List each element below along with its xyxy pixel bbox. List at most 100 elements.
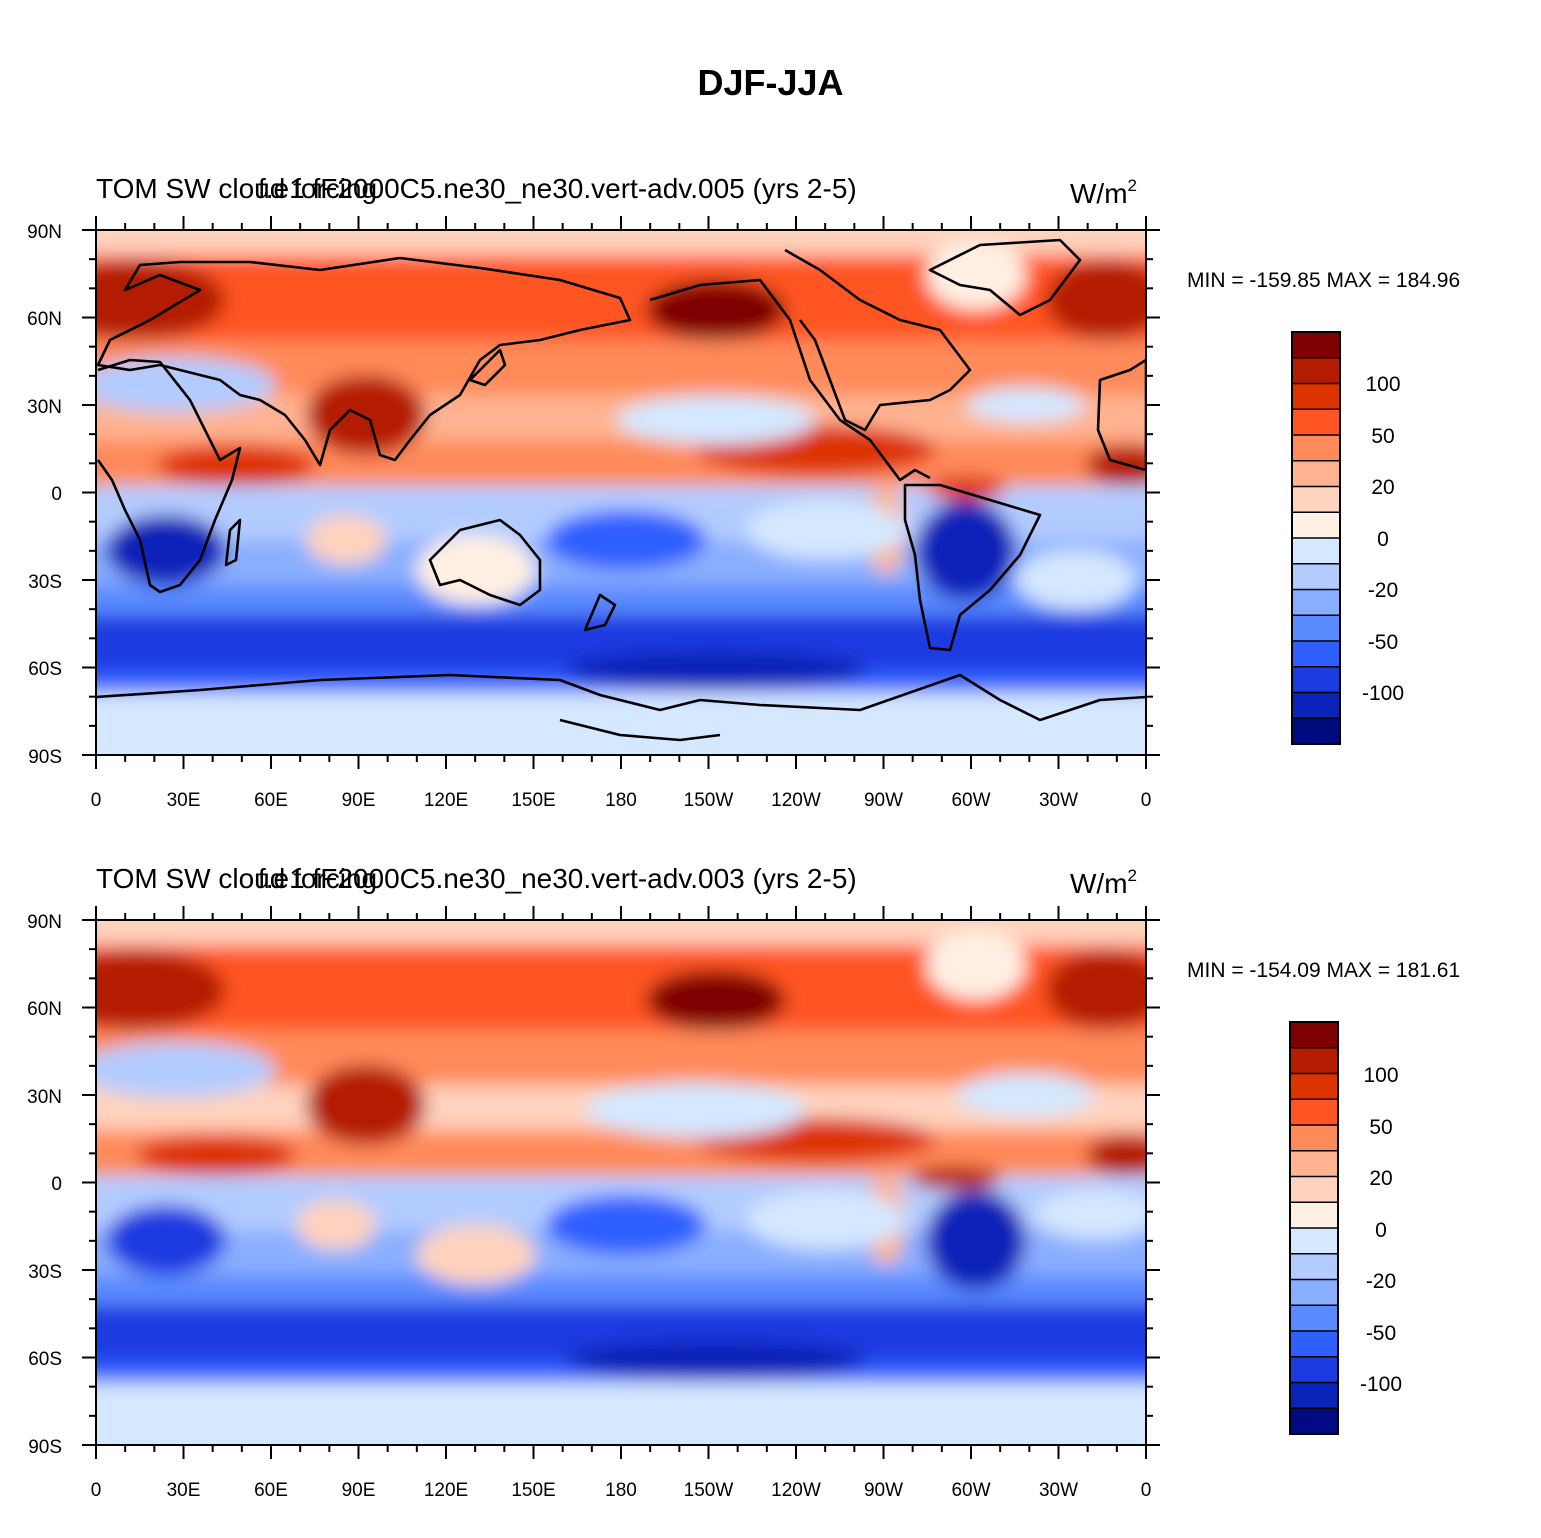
- colorbar-segment: [1290, 1408, 1338, 1435]
- lon-label: 0: [91, 1480, 102, 1501]
- colorbar-label: -20: [1366, 1270, 1396, 1293]
- colorbar-label: 100: [1365, 373, 1400, 396]
- panel-center-title: f.e1 fF2000C5.ne30_ne30.vert-adv.003 (yr…: [258, 863, 857, 894]
- colorbar-segment: [1290, 1382, 1338, 1409]
- lon-label: 120W: [771, 790, 821, 811]
- colorbar-segment: [1290, 1176, 1338, 1203]
- colorbar-label: -20: [1368, 579, 1398, 602]
- lat-label: 90N: [27, 912, 62, 933]
- colorbar-label: -100: [1360, 1373, 1402, 1396]
- panel-stats: MIN = -159.85 MAX = 184.96: [1187, 269, 1460, 292]
- colorbar-segment: [1290, 1356, 1338, 1384]
- panel-left-title: TOM SW cloud forcing: [96, 173, 377, 204]
- colorbar-segment: [1292, 589, 1340, 616]
- colorbar-label: -50: [1366, 1322, 1396, 1345]
- colorbar-frame: [1291, 331, 1341, 745]
- colorbar-label: 50: [1369, 1116, 1392, 1139]
- colorbar-segment: [1292, 666, 1340, 694]
- lat-label: 30S: [28, 1262, 62, 1283]
- lon-label: 150E: [511, 1480, 555, 1501]
- lon-labels-1: 0 30E 60E 90E 120E 150E 180 150W 120W 90…: [91, 790, 1152, 811]
- map-field-1: [96, 230, 1146, 755]
- colorbar-segment: [1292, 718, 1340, 745]
- lon-label: 0: [1141, 790, 1152, 811]
- lat-label: 60N: [27, 999, 62, 1020]
- lon-label: 180: [605, 790, 637, 811]
- lon-label: 90W: [864, 790, 903, 811]
- colorbar-2: [1289, 1021, 1339, 1435]
- lon-label: 120E: [424, 790, 468, 811]
- colorbar-frame: [1289, 1021, 1339, 1435]
- lat-label: 0: [51, 1174, 62, 1195]
- colorbar-segment: [1292, 409, 1340, 436]
- lon-label: 120E: [424, 1480, 468, 1501]
- lon-label: 150E: [511, 790, 555, 811]
- lon-label: 60W: [951, 790, 990, 811]
- lat-label: 60S: [28, 1349, 62, 1370]
- colorbar-label: 20: [1369, 1167, 1392, 1190]
- colorbar-segment: [1292, 692, 1340, 719]
- map-panel-2: 90N 60N 30N 0 30S 60S 90S 0 30E 60E 90E …: [27, 863, 1460, 1501]
- lon-label: 60E: [254, 790, 288, 811]
- colorbar-label: 0: [1375, 1219, 1387, 1242]
- lat-label: 60N: [27, 309, 62, 330]
- panel-center-title: f.e1 fF2000C5.ne30_ne30.vert-adv.005 (yr…: [258, 173, 857, 204]
- lon-label: 150W: [684, 1480, 734, 1501]
- panel-stats: MIN = -154.09 MAX = 181.61: [1187, 959, 1460, 982]
- colorbar-segment: [1292, 563, 1340, 591]
- lat-label: 60S: [28, 659, 62, 680]
- figure-title: DJF-JJA: [697, 62, 844, 103]
- panel-units: W/m2: [1070, 176, 1137, 209]
- colorbar-1: [1291, 331, 1341, 745]
- axis-ticks-2: [82, 906, 1160, 1459]
- colorbar-segment: [1292, 538, 1340, 565]
- colorbar-segment: [1290, 1125, 1338, 1152]
- colorbar-label: 100: [1363, 1064, 1398, 1087]
- lat-label: 30N: [27, 397, 62, 418]
- lat-label: 90N: [27, 222, 62, 243]
- lon-label: 30E: [167, 790, 201, 811]
- colorbar-segment: [1292, 641, 1340, 668]
- lat-label: 30S: [28, 572, 62, 593]
- colorbar-segment: [1290, 1022, 1338, 1049]
- colorbar-segment: [1290, 1279, 1338, 1306]
- colorbar-segment: [1292, 332, 1340, 359]
- colorbar-segment: [1290, 1331, 1338, 1358]
- colorbar-segment: [1292, 357, 1340, 385]
- lon-label: 60W: [951, 1480, 990, 1501]
- lon-label: 30E: [167, 1480, 201, 1501]
- lon-label: 30W: [1039, 1480, 1078, 1501]
- colorbar-label: 20: [1371, 476, 1394, 499]
- colorbar-segment: [1290, 1228, 1338, 1255]
- lon-label: 150W: [684, 790, 734, 811]
- lat-label: 0: [51, 484, 62, 505]
- colorbar-segment: [1290, 1047, 1338, 1075]
- colorbar-segment: [1292, 383, 1340, 410]
- lat-label: 90S: [28, 1437, 62, 1458]
- colorbar-segment: [1290, 1150, 1338, 1178]
- colorbar-label: 0: [1377, 528, 1389, 551]
- colorbar-segment: [1292, 460, 1340, 488]
- coastlines-1: [96, 238, 1146, 742]
- colorbar-segment: [1292, 615, 1340, 642]
- colorbar-segment: [1290, 1073, 1338, 1100]
- lon-label: 90E: [342, 1480, 376, 1501]
- colorbar-segment: [1292, 435, 1340, 462]
- map-panel-1: 90N 60N 30N 0 30S 60S 90S 0 30E 60E 90E …: [27, 173, 1460, 811]
- colorbar-segment: [1290, 1099, 1338, 1126]
- lat-labels-1: 90N 60N 30N 0 30S 60S 90S: [27, 222, 62, 768]
- lon-label: 0: [91, 790, 102, 811]
- lon-label: 120W: [771, 1480, 821, 1501]
- colorbar-label: -50: [1368, 631, 1398, 654]
- colorbar-labels-1: 100 50 20 0 -20 -50 -100: [1362, 373, 1404, 705]
- colorbar-segment: [1290, 1202, 1338, 1229]
- colorbar-segment: [1292, 512, 1340, 539]
- lon-label: 90W: [864, 1480, 903, 1501]
- panel-units: W/m2: [1070, 866, 1137, 899]
- lon-label: 0: [1141, 1480, 1152, 1501]
- colorbar-label: 50: [1371, 425, 1394, 448]
- lat-label: 90S: [28, 747, 62, 768]
- lon-label: 30W: [1039, 790, 1078, 811]
- colorbar-segment: [1292, 486, 1340, 513]
